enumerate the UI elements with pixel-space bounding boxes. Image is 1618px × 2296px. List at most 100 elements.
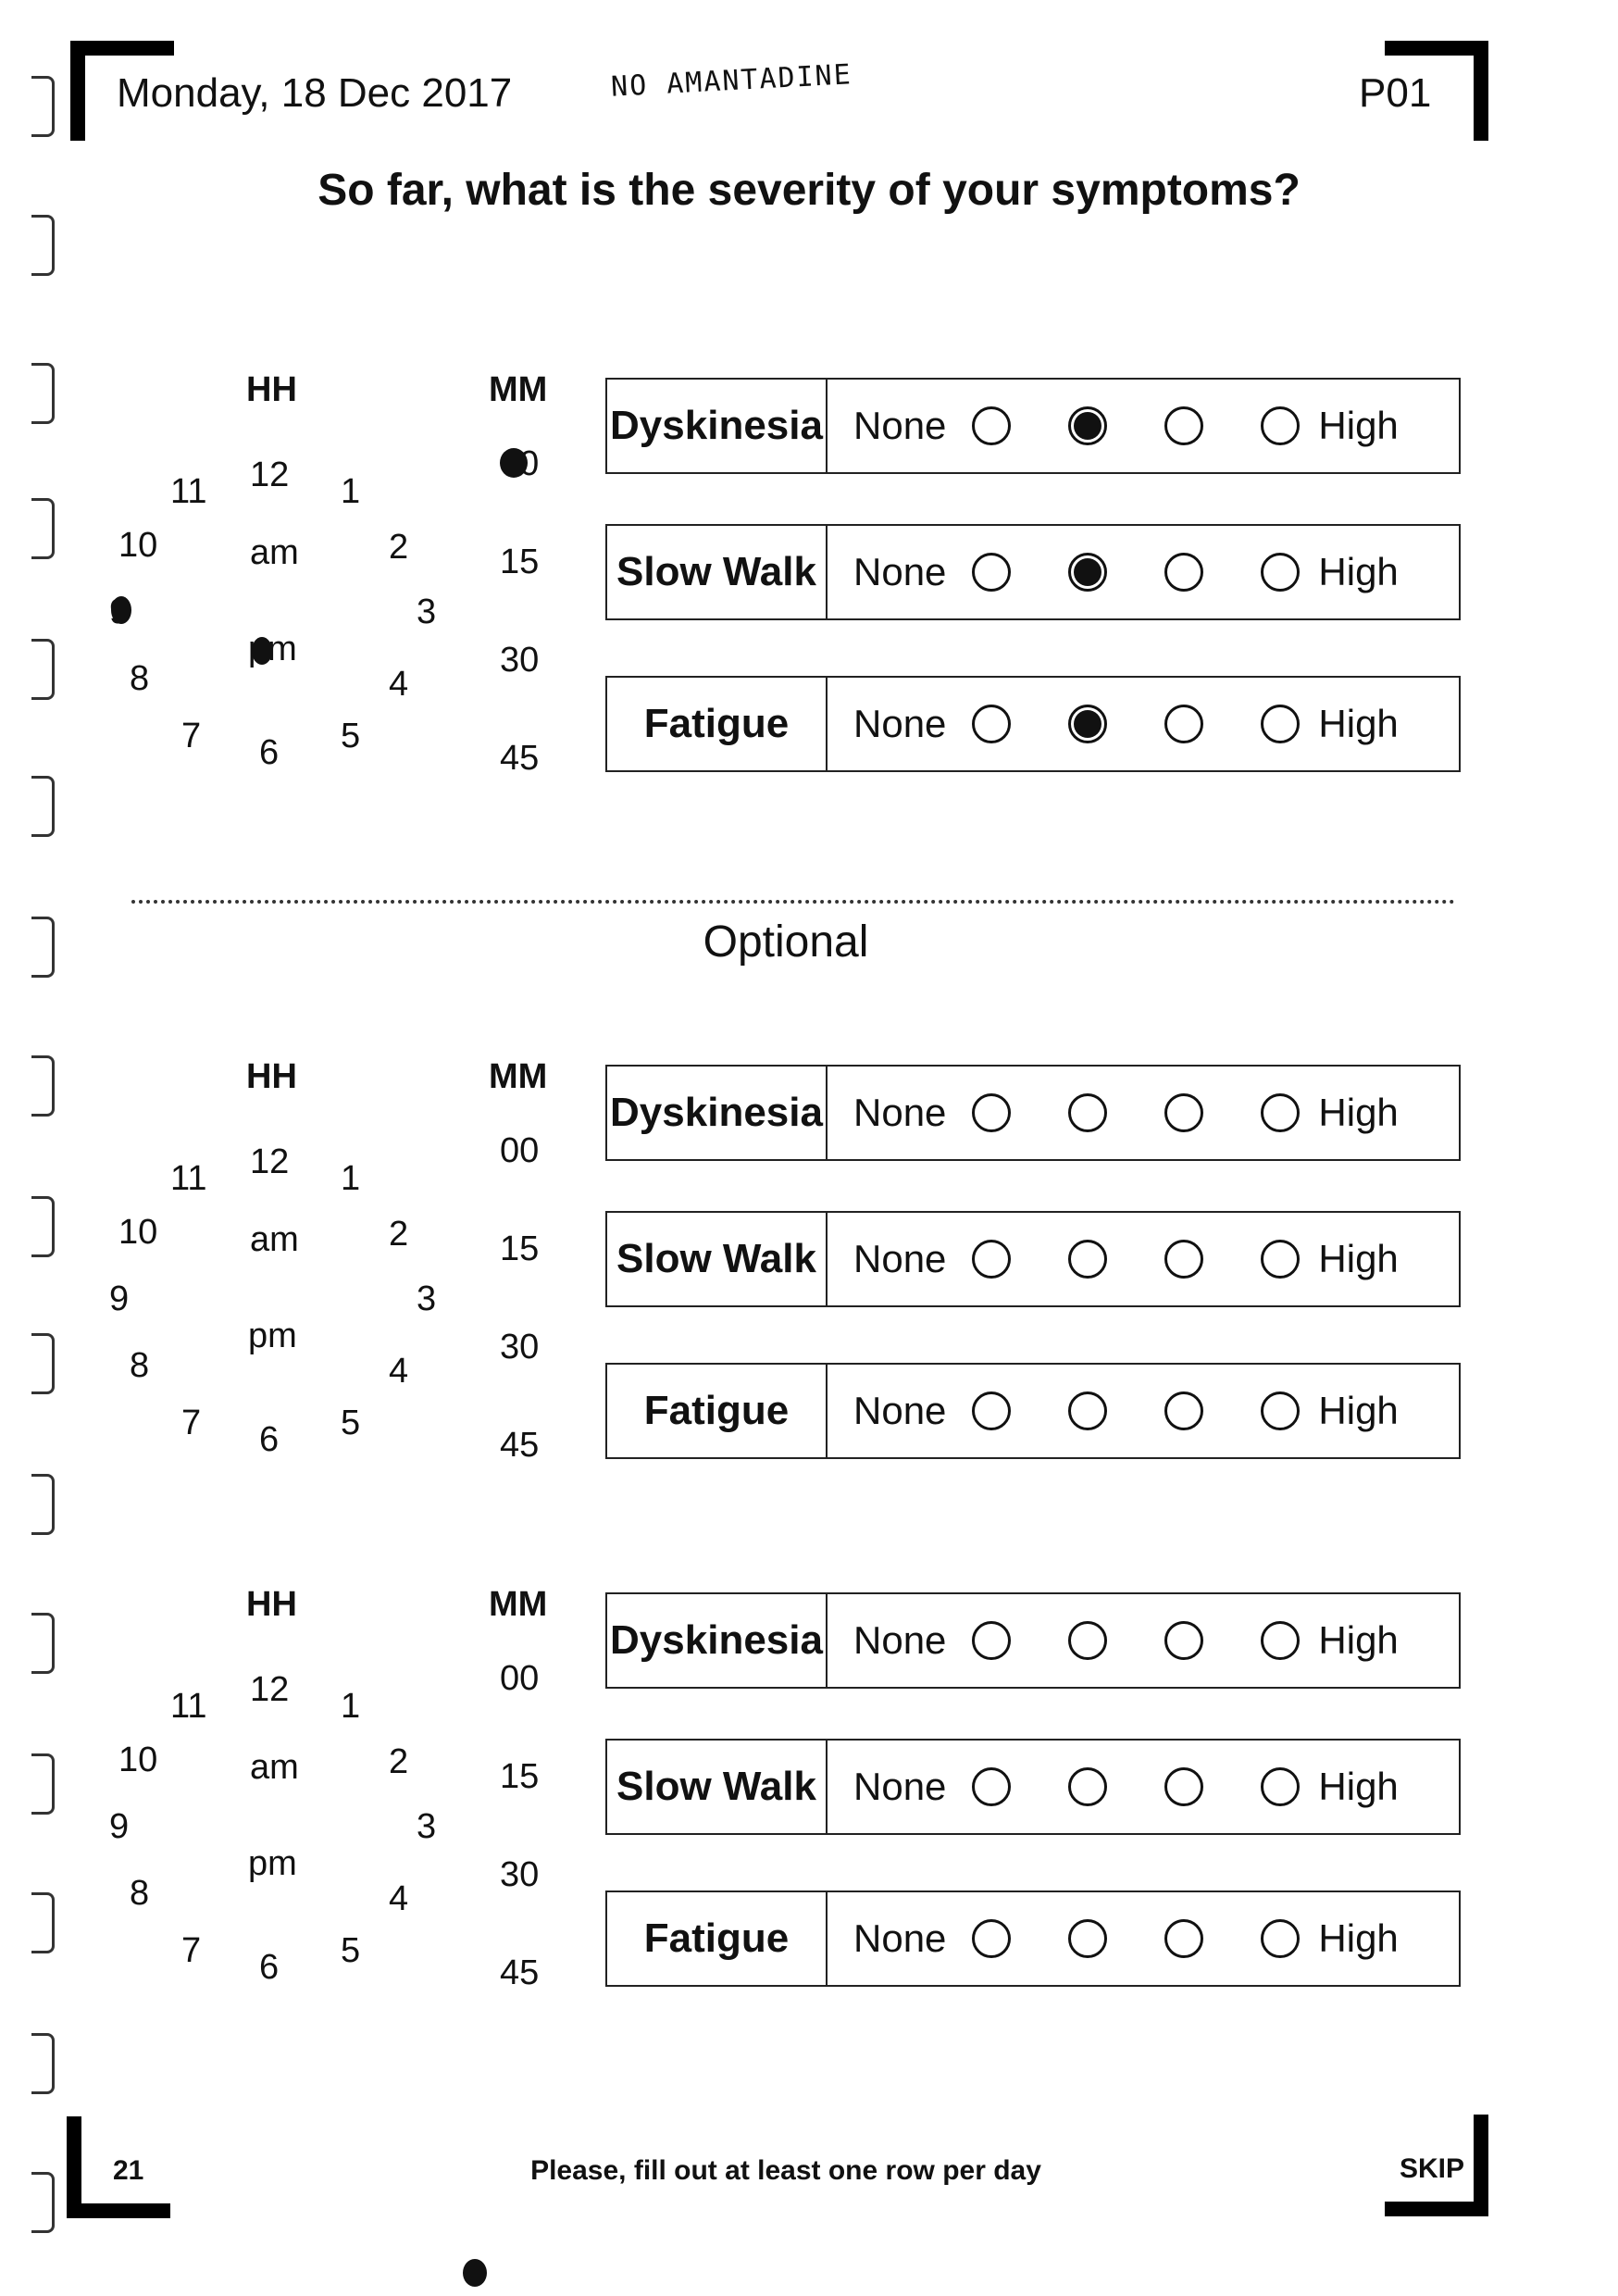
hour-option[interactable]: 4 <box>389 1352 409 1391</box>
severity-option[interactable] <box>972 553 1012 592</box>
severity-option[interactable] <box>972 1391 1012 1430</box>
minute-option[interactable]: 00 <box>500 1131 540 1170</box>
binder-mark <box>31 1613 55 1674</box>
severity-scale: None High <box>828 1741 1459 1833</box>
hour-option[interactable]: 2 <box>389 1742 409 1781</box>
hour-option[interactable]: 2 <box>389 1215 409 1254</box>
severity-option[interactable] <box>972 1621 1012 1660</box>
severity-option[interactable] <box>972 1240 1012 1279</box>
symptom-row: Dyskinesia None High <box>605 1592 1461 1689</box>
hour-option[interactable]: 11 <box>170 1687 207 1726</box>
hour-option[interactable]: 6 <box>259 733 280 772</box>
hour-option[interactable]: 12 <box>250 1670 290 1709</box>
severity-option[interactable] <box>1164 1919 1204 1958</box>
severity-option[interactable] <box>1261 1767 1301 1806</box>
severity-option[interactable] <box>972 1093 1012 1132</box>
severity-option[interactable] <box>972 1919 1012 1958</box>
hour-option[interactable]: 7 <box>181 717 202 755</box>
severity-option[interactable] <box>1164 1093 1204 1132</box>
pm-option[interactable]: pm <box>248 1316 297 1355</box>
severity-option[interactable] <box>1068 1919 1108 1958</box>
minute-option[interactable]: 15 <box>500 543 540 581</box>
minute-option[interactable]: 45 <box>500 739 540 778</box>
symptom-label: Slow Walk <box>607 1213 828 1305</box>
minute-option[interactable]: 45 <box>500 1426 540 1465</box>
minute-option[interactable]: 30 <box>500 1855 540 1894</box>
severity-option[interactable] <box>972 1767 1012 1806</box>
hour-option[interactable]: 5 <box>341 1404 361 1442</box>
hour-option[interactable]: 10 <box>118 526 158 565</box>
hour-option[interactable]: 4 <box>389 665 409 704</box>
severity-option[interactable] <box>1261 553 1301 592</box>
hour-option[interactable]: 2 <box>389 528 409 567</box>
severity-option[interactable] <box>1261 406 1301 445</box>
hour-option[interactable]: 12 <box>250 455 290 494</box>
minute-option[interactable]: 00 <box>500 1659 540 1698</box>
severity-option[interactable] <box>1068 406 1108 445</box>
minute-option[interactable]: 15 <box>500 1757 540 1796</box>
hour-option[interactable]: 7 <box>181 1404 202 1442</box>
symptom-label: Fatigue <box>607 1892 828 1985</box>
hour-option[interactable]: 12 <box>250 1142 290 1181</box>
severity-option[interactable] <box>1261 1240 1301 1279</box>
hour-option[interactable]: 3 <box>417 593 437 631</box>
hour-option[interactable]: 1 <box>341 1687 361 1726</box>
hour-option[interactable]: 11 <box>170 1159 207 1198</box>
severity-option[interactable] <box>1261 705 1301 743</box>
minute-option[interactable]: 15 <box>500 1229 540 1268</box>
am-option[interactable]: am <box>250 1748 299 1787</box>
hour-option[interactable]: 10 <box>118 1741 158 1779</box>
minute-option[interactable]: 30 <box>500 641 540 680</box>
hour-option[interactable]: 9 <box>109 1807 130 1846</box>
hour-option[interactable]: 5 <box>341 1931 361 1970</box>
am-option[interactable]: am <box>250 1220 299 1259</box>
am-option[interactable]: am <box>250 533 299 572</box>
hour-option[interactable]: 10 <box>118 1213 158 1252</box>
hour-option[interactable]: 7 <box>181 1931 202 1970</box>
hour-option[interactable]: 3 <box>417 1807 437 1846</box>
hour-option[interactable]: 8 <box>130 659 150 698</box>
severity-option[interactable] <box>1164 1767 1204 1806</box>
symptom-row: Fatigue None High <box>605 676 1461 772</box>
severity-option[interactable] <box>1164 1240 1204 1279</box>
handwritten-note: NO AMANTADINE <box>610 58 853 104</box>
hour-option[interactable]: 5 <box>341 717 361 755</box>
severity-option[interactable] <box>972 406 1012 445</box>
skip-option[interactable]: SKIP <box>1400 2153 1465 2184</box>
hour-option[interactable]: 9 <box>109 1279 130 1318</box>
hour-option[interactable]: 8 <box>130 1346 150 1385</box>
minute-option[interactable]: 30 <box>500 1328 540 1366</box>
severity-option[interactable] <box>1068 1621 1108 1660</box>
hour-option[interactable]: 4 <box>389 1879 409 1918</box>
severity-option[interactable] <box>1164 705 1204 743</box>
binder-mark <box>31 498 55 559</box>
severity-option[interactable] <box>1164 1621 1204 1660</box>
severity-option[interactable] <box>1164 553 1204 592</box>
severity-option[interactable] <box>1164 1391 1204 1430</box>
symptom-label: Dyskinesia <box>607 380 828 472</box>
severity-option[interactable] <box>1068 705 1108 743</box>
severity-option[interactable] <box>1261 1621 1301 1660</box>
severity-option[interactable] <box>1068 1391 1108 1430</box>
hour-option[interactable]: 6 <box>259 1420 280 1459</box>
severity-option[interactable] <box>1261 1919 1301 1958</box>
corner-mark-bl <box>67 2116 81 2218</box>
severity-option[interactable] <box>1068 1093 1108 1132</box>
severity-option[interactable] <box>1164 406 1204 445</box>
minute-option[interactable]: 45 <box>500 1953 540 1992</box>
hour-option[interactable]: 8 <box>130 1874 150 1913</box>
severity-option[interactable] <box>1068 1767 1108 1806</box>
hour-option[interactable]: 6 <box>259 1948 280 1987</box>
severity-option[interactable] <box>1261 1093 1301 1132</box>
hour-option[interactable]: 11 <box>170 472 207 511</box>
pm-option[interactable]: pm <box>248 1844 297 1883</box>
severity-option[interactable] <box>972 705 1012 743</box>
severity-option[interactable] <box>1261 1391 1301 1430</box>
severity-option[interactable] <box>1068 553 1108 592</box>
header-date: Monday, 18 Dec 2017 <box>117 70 513 116</box>
optional-heading: Optional <box>703 917 869 967</box>
hour-option[interactable]: 1 <box>341 1159 361 1198</box>
severity-option[interactable] <box>1068 1240 1108 1279</box>
hour-option[interactable]: 3 <box>417 1279 437 1318</box>
hour-option[interactable]: 1 <box>341 472 361 511</box>
